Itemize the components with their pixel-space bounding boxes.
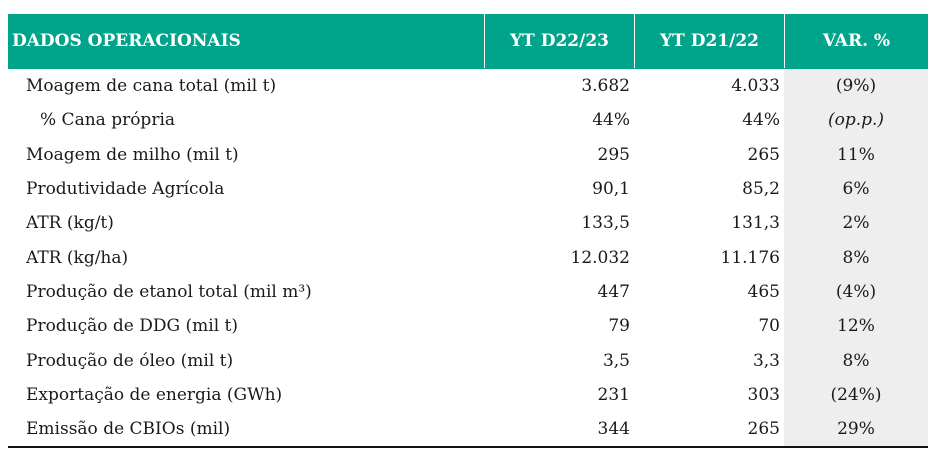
row-ytd2122: 44% — [742, 110, 780, 131]
row-var: 12% — [784, 309, 928, 344]
header-col-label: DADOS OPERACIONAIS — [12, 31, 241, 51]
table-row: ATR (kg/t) 133,5 131,3 2% — [8, 206, 928, 241]
table-row: Produção de etanol total (mil m³) 447 46… — [8, 274, 928, 310]
row-ytd2223: 3,5 — [602, 350, 630, 371]
row-ytd2122: 3,3 — [752, 350, 780, 371]
row-ytd2223: 133,5 — [581, 213, 630, 234]
row-ytd2122: 465 — [747, 281, 780, 302]
row-label: Produção de etanol total (mil m³) — [26, 281, 312, 302]
row-ytd2122: 265 — [747, 144, 780, 165]
row-var: 11% — [784, 137, 928, 172]
row-ytd2223: 344 — [597, 419, 630, 440]
table-row: ATR (kg/ha) 12.032 11.176 8% — [8, 240, 928, 275]
row-var: (op.p.) — [784, 103, 928, 138]
row-label: Moagem de milho (mil t) — [26, 144, 239, 165]
table-row: Moagem de milho (mil t) 295 265 11% — [8, 137, 928, 172]
table-row: % Cana própria 44% 44% (op.p.) — [8, 103, 928, 138]
row-ytd2223: 3.682 — [581, 76, 630, 97]
row-label: Emissão de CBIOs (mil) — [26, 419, 231, 440]
row-var: 8% — [784, 240, 928, 275]
row-ytd2223: 447 — [597, 281, 630, 302]
table-row: Produção de óleo (mil t) 3,5 3,3 8% — [8, 343, 928, 378]
row-var: 2% — [784, 206, 928, 241]
row-label: Exportação de energia (GWh) — [26, 384, 283, 405]
row-ytd2122: 131,3 — [731, 213, 780, 234]
row-ytd2122: 85,2 — [742, 179, 780, 200]
row-label: % Cana própria — [40, 110, 176, 131]
table-row: Produção de DDG (mil t) 79 70 12% — [8, 309, 928, 344]
table-row: Emissão de CBIOs (mil) 344 265 29% — [8, 411, 928, 447]
row-label: ATR (kg/ha) — [26, 247, 129, 268]
table-row: Exportação de energia (GWh) 231 303 (24%… — [8, 377, 928, 412]
table-body: Moagem de cana total (mil t) 3.682 4.033… — [8, 69, 928, 447]
header-col-ytd2223: YT D22/23 — [484, 14, 634, 68]
row-var: 29% — [784, 411, 928, 447]
row-var: 6% — [784, 171, 928, 207]
row-label: Produção de óleo (mil t) — [26, 350, 234, 371]
row-var: (4%) — [784, 274, 928, 310]
row-ytd2223: 44% — [592, 110, 630, 131]
row-label: ATR (kg/t) — [26, 213, 114, 234]
header-col-ytd2122: YT D21/22 — [634, 14, 784, 68]
row-ytd2122: 70 — [758, 316, 780, 337]
row-ytd2122: 265 — [747, 419, 780, 440]
table-header: DADOS OPERACIONAIS YT D22/23 YT D21/22 V… — [8, 14, 928, 69]
row-ytd2122: 303 — [747, 384, 780, 405]
row-label: Produtividade Agrícola — [26, 179, 225, 200]
row-label: Moagem de cana total (mil t) — [26, 76, 277, 97]
row-ytd2223: 295 — [597, 144, 630, 165]
table-row: Moagem de cana total (mil t) 3.682 4.033… — [8, 69, 928, 104]
row-ytd2223: 231 — [597, 384, 630, 405]
row-ytd2122: 11.176 — [720, 247, 780, 268]
row-ytd2223: 12.032 — [570, 247, 630, 268]
row-label: Produção de DDG (mil t) — [26, 316, 239, 337]
row-ytd2122: 4.033 — [731, 76, 780, 97]
row-var: 8% — [784, 343, 928, 378]
operational-data-table: DADOS OPERACIONAIS YT D22/23 YT D21/22 V… — [8, 14, 928, 449]
row-var: (24%) — [784, 377, 928, 412]
row-ytd2223: 90,1 — [592, 179, 630, 200]
table-row: Produtividade Agrícola 90,1 85,2 6% — [8, 171, 928, 207]
row-ytd2223: 79 — [608, 316, 630, 337]
table-bottom-border — [8, 446, 928, 449]
row-var: (9%) — [784, 69, 928, 104]
header-col-var: VAR. % — [784, 14, 928, 68]
